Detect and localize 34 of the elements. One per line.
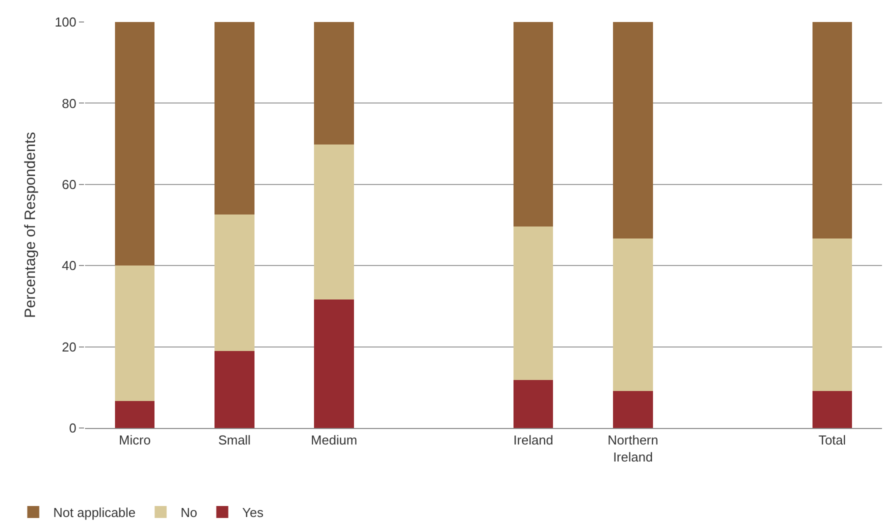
bar xyxy=(513,226,554,380)
bar xyxy=(114,22,155,266)
y-tick-label: 100 xyxy=(54,14,76,30)
y-tick-label: 60 xyxy=(62,176,76,192)
x-tick-label: Small xyxy=(218,432,251,448)
bar xyxy=(513,22,554,227)
y-axis-title: Percentage of Respondents xyxy=(22,132,39,318)
bar xyxy=(613,391,653,428)
bar xyxy=(114,401,155,428)
bar xyxy=(812,238,852,392)
legend-label: No xyxy=(180,505,198,520)
bar xyxy=(314,299,354,428)
bar xyxy=(314,22,354,145)
y-tick-label: 40 xyxy=(62,258,76,274)
bar xyxy=(812,22,852,238)
x-tick-label: Total xyxy=(818,432,846,448)
x-tick-label: Micro xyxy=(118,432,151,448)
bar xyxy=(114,266,155,402)
bar xyxy=(314,144,354,300)
y-tick-label: 0 xyxy=(69,420,76,436)
bar xyxy=(214,22,254,214)
bar xyxy=(613,22,653,238)
legend-label: Not applicable xyxy=(53,505,136,520)
x-tick-label: Northern Ireland xyxy=(608,432,658,464)
x-tick-label: Ireland xyxy=(513,432,554,448)
y-tick-label: 20 xyxy=(62,339,76,354)
bar xyxy=(812,391,852,428)
x-tick-label: Medium xyxy=(310,432,358,448)
legend-label: Yes xyxy=(242,505,264,520)
bar xyxy=(214,350,254,428)
y-tick-label: 80 xyxy=(62,96,76,111)
bar xyxy=(214,214,254,351)
bar xyxy=(613,238,653,392)
bar xyxy=(513,380,554,428)
